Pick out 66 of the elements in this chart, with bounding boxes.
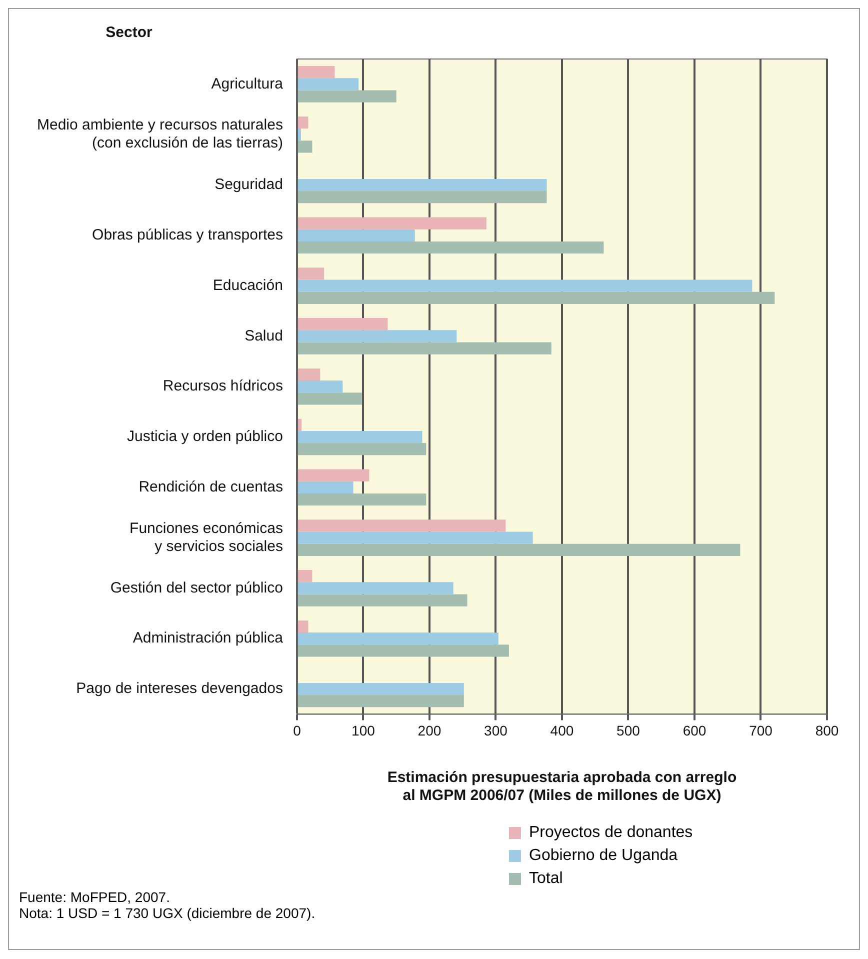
text: Nota: 1 USD = 1 730 UGX (diciembre de 2007). — [19, 905, 316, 921]
bar — [298, 695, 464, 708]
bar — [298, 140, 312, 153]
bar — [298, 342, 552, 354]
bar — [298, 594, 468, 606]
bar — [298, 418, 302, 431]
bar — [298, 443, 426, 456]
y-tick-label: Medio ambiente y recursos naturales (con exclusión de las tierras) — [36, 116, 283, 152]
y-tick-label: Rendición de cuentas — [138, 478, 283, 496]
x-tick-label: 500 — [616, 722, 640, 738]
x-tick-label: 100 — [352, 722, 376, 738]
y-tick-label: Justicia y orden público — [127, 428, 283, 446]
bar — [298, 116, 308, 129]
x-tick-label: 400 — [550, 722, 574, 738]
bar — [298, 392, 362, 405]
bar — [298, 481, 354, 494]
bar — [298, 620, 308, 633]
y-tick-label: Agricultura — [211, 75, 284, 92]
x-axis-title: Estimación presupuestaria aprobada con arreglo al MGPM 2006/07 (Miles de millones de UGX) — [387, 769, 737, 804]
y-tick-label: Gestión del sector público — [110, 579, 283, 596]
bar — [298, 318, 388, 330]
bar — [298, 128, 301, 141]
bar — [298, 570, 312, 582]
bar — [298, 330, 457, 342]
y-tick-label: Pago de intereses devengados — [76, 680, 283, 698]
y-tick-label: Seguridad — [214, 176, 283, 194]
bar — [298, 368, 320, 381]
x-tick-label: 700 — [749, 722, 773, 738]
x-tick-label: 300 — [484, 722, 508, 738]
bar — [298, 280, 752, 292]
bar — [298, 544, 740, 556]
y-tick-label: Recursos hídricos — [162, 378, 283, 395]
bar — [298, 90, 396, 102]
x-tick-label: 600 — [682, 722, 706, 738]
x-tick-label: 800 — [815, 722, 839, 738]
bar — [298, 241, 604, 254]
bar — [298, 644, 509, 657]
bar — [298, 78, 359, 90]
bar — [298, 268, 324, 280]
bar — [298, 632, 498, 645]
bar — [298, 380, 343, 393]
bar — [298, 582, 454, 594]
x-tick-label: 200 — [418, 722, 442, 738]
bar — [298, 430, 422, 444]
bar — [298, 66, 335, 78]
bar — [298, 520, 506, 532]
legend-label: Gobierno de Uganda — [529, 847, 678, 865]
bar — [298, 292, 775, 304]
y-tick-label: Educación — [212, 276, 283, 294]
y-tick-label: Salud — [244, 327, 283, 344]
bar — [298, 469, 370, 482]
source-note: Fuente: MoFPED, 2007. — [19, 889, 171, 905]
bar — [298, 178, 547, 192]
y-axis-title: Sector — [106, 24, 153, 41]
x-tick-label: 0 — [293, 722, 302, 738]
y-tick-label: Funciones económicas y servicios sociales — [130, 520, 283, 555]
bar — [298, 493, 426, 506]
bar — [298, 682, 464, 696]
legend-label: Total — [529, 870, 563, 888]
legend-label: Proyectos de donantes — [529, 824, 693, 842]
bar — [298, 191, 547, 204]
bar — [298, 532, 533, 544]
bar — [298, 229, 415, 242]
y-tick-label: Administración pública — [132, 630, 284, 647]
bar — [298, 217, 486, 230]
y-tick-label: Obras públicas y transportes — [92, 226, 283, 244]
